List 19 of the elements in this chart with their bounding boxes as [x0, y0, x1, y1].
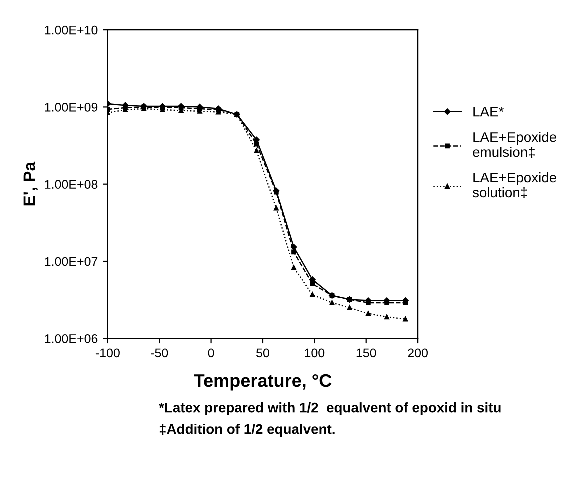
x-tick-label: 50 — [256, 348, 270, 358]
y-tick-label: 1.00E+07 — [45, 257, 98, 266]
legend-label: LAE* — [474, 107, 504, 117]
x-axis-title: Temperature, °C — [194, 374, 332, 391]
x-tick-label: 100 — [305, 348, 325, 358]
text: ‡Addition of 1/2 equalvent. — [160, 424, 335, 437]
y-tick-label: 1.00E+08 — [45, 180, 98, 190]
legend-label: LAE+Epoxide emulsion‡ — [473, 132, 556, 158]
x-tick-label: 200 — [408, 348, 428, 358]
text: *Latex prepared with 1/2 equalvent of epoxid in situ — [159, 402, 501, 416]
legend-label: LAE+Epoxide solution‡ — [472, 172, 556, 198]
x-tick-label: 0 — [208, 348, 214, 358]
x-tick-label: 150 — [356, 348, 376, 358]
x-tick-label: -100 — [96, 348, 120, 358]
y-axis-title: E', Pa — [24, 162, 38, 206]
y-tick-label: 1.00E+09 — [45, 103, 98, 112]
x-tick-label: -50 — [151, 348, 168, 358]
y-tick-label: 1.00E+06 — [45, 334, 98, 344]
y-tick-label: 1.00E+10 — [45, 26, 98, 35]
